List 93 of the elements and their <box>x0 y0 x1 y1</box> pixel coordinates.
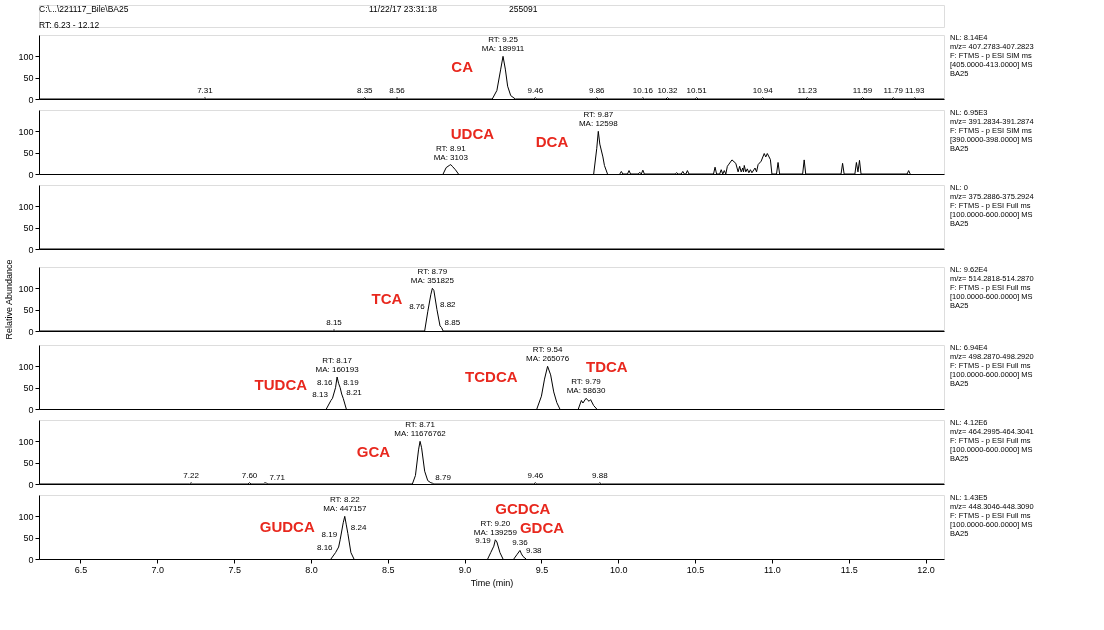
x-tick-label: 11.0 <box>763 564 781 575</box>
annotation: 8.16 <box>316 542 334 552</box>
annotation: 8.76 <box>409 301 426 311</box>
x-tick-label: 8.5 <box>382 564 395 575</box>
annotation: 11.23 <box>797 85 818 95</box>
annotation: 8.19 <box>321 529 338 539</box>
series-label: UDCA <box>450 124 495 142</box>
annotation: 8.56 <box>389 85 406 95</box>
series-label: DCA <box>535 133 569 150</box>
annotation: 9.19 <box>475 536 492 546</box>
annotation: RT: 9.87 MA: 12598 <box>578 110 619 129</box>
annotation: 8.24 <box>350 523 367 533</box>
y-tick-label: 50 <box>23 223 34 234</box>
annotation: RT: 8.71 MA: 11676762 <box>394 420 447 439</box>
y-tick-label: 50 <box>23 383 34 394</box>
y-tick-label: 50 <box>23 458 34 469</box>
annotation: 8.16 <box>316 377 334 387</box>
x-axis-title: Time (min) <box>470 577 514 588</box>
x-tick-label: 6.5 <box>74 564 88 575</box>
annotation: 9.36 <box>512 538 529 548</box>
x-tick-label: 9.5 <box>535 564 549 575</box>
annotation: RT: 8.79 MA: 351825 <box>410 267 455 286</box>
annotation: 10.94 <box>752 85 774 95</box>
annotation: 10.32 <box>657 85 678 95</box>
y-tick-label: 100 <box>18 201 34 212</box>
y-tick-label: 50 <box>23 148 34 159</box>
x-tick-label: 7.0 <box>151 564 165 575</box>
y-tick-label: 50 <box>23 533 34 544</box>
annotation: 11.59 <box>852 85 873 95</box>
y-tick-label: 0 <box>28 94 34 105</box>
annotation: RT: 9.54 MA: 265076 <box>526 345 570 364</box>
x-tick-label: 7.5 <box>228 564 241 575</box>
annotation: 11.79 <box>883 85 904 95</box>
series-label: GCA <box>356 443 391 460</box>
annotation: RT: 8.91 MA: 3103 <box>433 143 469 162</box>
series-label: GDCA <box>519 519 565 537</box>
annotation: RT: 9.79 MA: 58630 <box>566 377 606 396</box>
text: 255091 <box>509 4 538 14</box>
annotation: RT: 9.20 MA: 139259 <box>473 518 518 537</box>
annotation: 8.15 <box>326 317 343 327</box>
series-label: GUDCA <box>259 518 315 535</box>
x-tick-label: 11.5 <box>840 564 858 575</box>
annotation: 8.85 <box>444 317 461 327</box>
x-tick-label: 12.0 <box>917 564 935 575</box>
series-label: TCDCA <box>465 368 518 385</box>
x-tick-label: 10.0 <box>610 564 628 575</box>
annotation: 9.86 <box>588 85 606 95</box>
y-tick-label: 100 <box>18 126 34 137</box>
y-tick-label: 0 <box>28 326 34 337</box>
x-tick-label: 10.5 <box>686 564 705 575</box>
y-tick-label: 50 <box>23 305 34 316</box>
annotation: 7.22 <box>183 470 200 480</box>
annotation: 8.35 <box>356 85 374 95</box>
y-tick-label: 50 <box>23 73 34 84</box>
annotation: 7.31 <box>197 85 214 95</box>
annotation: 8.13 <box>312 390 329 400</box>
x-tick-label: 8.0 <box>305 564 318 575</box>
y-tick-label: 0 <box>28 169 34 180</box>
series-label: GCDCA <box>495 499 551 517</box>
text: C:\...\221117_Bile\BA25 <box>39 4 129 14</box>
y-tick-label: 0 <box>28 479 34 490</box>
annotation: RT: 8.22 MA: 447157 <box>323 495 367 514</box>
annotation: 8.82 <box>439 299 457 309</box>
series-label: CA <box>451 58 474 75</box>
x-tick-label: 9.0 <box>458 564 472 575</box>
annotation: 7.60 <box>241 470 258 480</box>
text: 11/22/17 23:31:18 <box>369 4 438 14</box>
annotation: 10.51 <box>686 85 708 95</box>
y-tick-label: 100 <box>18 283 34 294</box>
y-tick-label: 100 <box>18 436 34 447</box>
y-tick-label: 0 <box>28 244 34 255</box>
annotation: 9.46 <box>527 85 544 95</box>
annotation: 9.38 <box>526 546 543 556</box>
annotation: 8.19 <box>343 377 360 387</box>
annotation: 10.16 <box>632 85 654 95</box>
y-tick-label: 100 <box>18 361 34 372</box>
series-label: TCA <box>371 290 403 307</box>
annotation: 8.21 <box>346 388 363 398</box>
y-axis-title: Relative Abundance <box>4 259 15 340</box>
y-tick-label: 100 <box>18 511 34 522</box>
series-label: TDCA <box>585 358 628 376</box>
y-tick-label: 0 <box>28 554 34 565</box>
y-tick-label: 100 <box>18 51 34 62</box>
y-tick-label: 0 <box>28 404 34 415</box>
annotation: 11.93 <box>905 85 926 95</box>
text: RT: 6.23 - 12.12 <box>39 20 100 30</box>
annotation: 8.79 <box>435 473 452 483</box>
series-label: TUDCA <box>254 376 308 393</box>
annotation: RT: 9.25 MA: 189911 <box>481 35 525 54</box>
annotation: 9.46 <box>527 470 544 480</box>
annotation: RT: 8.17 MA: 160193 <box>315 356 360 374</box>
annotation: 7.71 <box>269 473 286 483</box>
annotation: 9.88 <box>592 470 609 480</box>
